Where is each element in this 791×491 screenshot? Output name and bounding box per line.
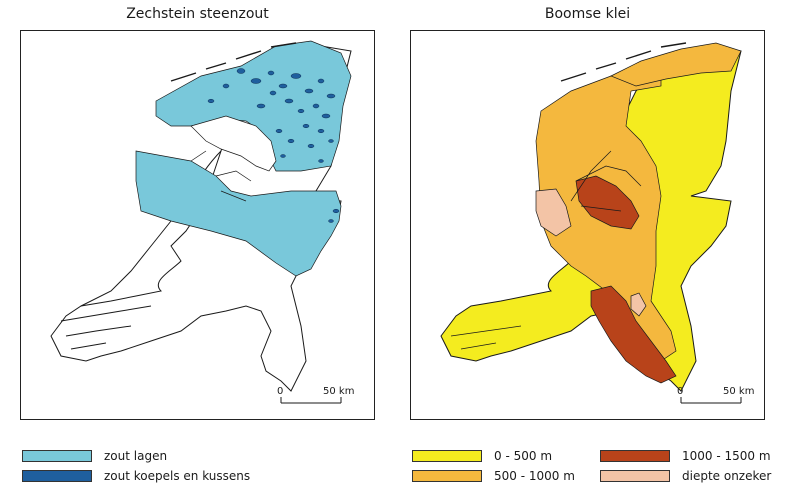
left-map-title: Zechstein steenzout [126, 6, 269, 22]
legend-label: zout koepels en kussens [104, 469, 251, 483]
zeeland-islands [60, 305, 152, 350]
right-map-canvas [440, 42, 742, 404]
legend-item-zout-koepels: zout koepels en kussens [22, 468, 250, 484]
legend-swatch [412, 470, 482, 482]
legend-swatch [412, 450, 482, 462]
legend-item-1000-1500: 1000 - 1500 m [600, 448, 771, 464]
zone-1000-1500-a [575, 175, 640, 230]
legend-item-500-1000: 500 - 1000 m [412, 468, 575, 484]
legend-label: 1000 - 1500 m [682, 449, 771, 463]
legend-item-0-500: 0 - 500 m [412, 448, 552, 464]
legend-item-zout-lagen: zout lagen [22, 448, 167, 464]
inner-lines-right [450, 150, 642, 350]
legend-swatch [600, 450, 670, 462]
legend-item-diepte-onzeker: diepte onzeker [600, 468, 771, 484]
zone-diepte-onzeker-a [535, 188, 572, 237]
legend-swatch [22, 470, 92, 482]
legend-swatch [22, 450, 92, 462]
left-map-frame: 0 50 km [20, 30, 375, 420]
left-map-canvas [50, 40, 352, 404]
legend-swatch [600, 470, 670, 482]
ijsselmeer-cutout [190, 115, 277, 172]
right-map-title: Boomse klei [544, 6, 631, 22]
zout-koepels [207, 68, 340, 223]
scale-zero-left: 0 [277, 386, 284, 397]
inner-lines [190, 150, 252, 202]
scale-zero-right: 0 [677, 386, 684, 397]
legend-label: zout lagen [104, 449, 168, 463]
wadden-islands-right [560, 42, 687, 82]
scale-distance-right: 50 km [723, 386, 755, 397]
right-map-frame: 0 50 km [410, 30, 765, 420]
legend-label: 0 - 500 m [494, 449, 553, 463]
legend-label: 500 - 1000 m [494, 469, 575, 483]
legend-label: diepte onzeker [682, 469, 772, 483]
zone-diepte-onzeker-b [630, 292, 647, 317]
zone-1000-1500-b [590, 285, 677, 384]
scale-bar [280, 397, 342, 404]
scale-bar-right [680, 397, 742, 404]
scale-distance-left: 50 km [323, 386, 355, 397]
north-strip [610, 42, 742, 87]
zout-lagen-midden [135, 150, 342, 277]
wadden-islands [170, 42, 297, 82]
